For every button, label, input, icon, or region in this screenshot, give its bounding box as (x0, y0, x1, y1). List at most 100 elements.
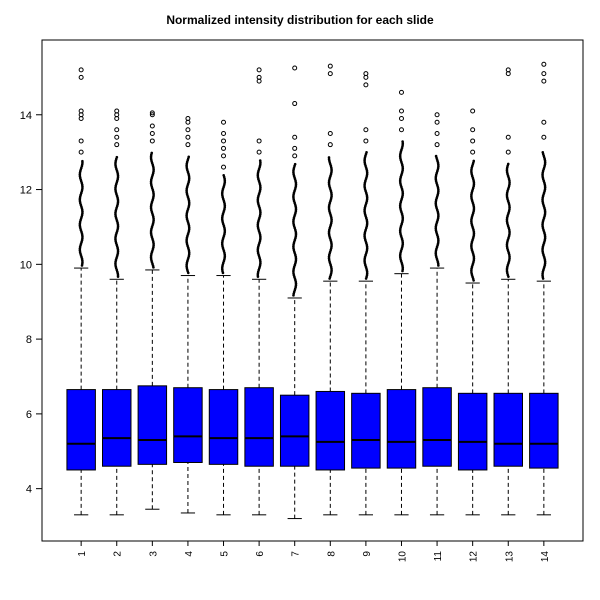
outlier-point (327, 156, 331, 159)
iqr-box (315, 390, 346, 471)
x-tick-label: 13 (504, 551, 515, 563)
outlier-point (434, 112, 440, 118)
x-tick-label: 14 (540, 551, 551, 563)
outlier-point (541, 61, 547, 67)
outlier-point (505, 149, 511, 155)
outlier-point (114, 127, 120, 133)
outlier-point (256, 149, 262, 155)
outlier-point (114, 134, 120, 140)
chart-title: Normalized intensity distribution for ea… (166, 13, 434, 27)
outlier-point (292, 134, 298, 140)
iqr-box (66, 389, 96, 471)
outlier-point (185, 134, 191, 140)
outlier-point (505, 134, 511, 140)
outlier-point (327, 130, 333, 136)
outlier-point (434, 130, 440, 136)
outlier-point (149, 123, 155, 129)
outlier-point (78, 138, 84, 144)
outlier-point (149, 112, 155, 118)
box-group-12: 12 (457, 108, 488, 563)
outlier-point (221, 145, 227, 151)
outlier-point (185, 116, 191, 122)
box-group-8: 8 (315, 63, 346, 557)
outlier-point (114, 108, 120, 114)
outlier-point (221, 138, 227, 144)
outlier-point (256, 67, 262, 73)
iqr-box (137, 385, 168, 465)
outlier-point (292, 153, 298, 159)
y-tick-label: 12 (20, 185, 32, 197)
x-tick-label: 2 (113, 551, 124, 557)
outlier-point (292, 145, 298, 151)
outlier-point (149, 138, 155, 144)
iqr-box (457, 392, 488, 471)
iqr-box (173, 387, 203, 463)
y-tick-label: 6 (26, 409, 32, 421)
outlier-point (221, 164, 227, 170)
outlier-point (365, 151, 368, 154)
outlier-point (541, 151, 545, 154)
outlier-point (434, 154, 438, 158)
outlier-point (434, 119, 440, 125)
x-tick-label: 4 (184, 551, 195, 557)
outlier-point (470, 149, 476, 155)
iqr-box (529, 392, 559, 469)
outlier-point (470, 108, 476, 114)
box-group-9: 9 (351, 71, 381, 557)
outlier-point (293, 162, 297, 166)
outlier-point (221, 153, 227, 159)
box-group-3: 3 (137, 110, 168, 557)
y-tick-label: 10 (20, 259, 32, 271)
y-tick-label: 8 (26, 334, 32, 346)
box-group-6: 6 (244, 67, 274, 557)
iqr-box (386, 389, 417, 469)
iqr-box (422, 387, 452, 467)
outlier-point (363, 138, 369, 144)
outlier-point (434, 142, 440, 148)
x-tick-label: 7 (291, 551, 302, 557)
x-tick-label: 6 (255, 551, 266, 557)
outlier-point (150, 151, 154, 155)
outlier-point (81, 159, 84, 163)
box-group-5: 5 (208, 119, 239, 557)
outlier-point (78, 67, 84, 73)
outlier-point (470, 138, 476, 144)
iqr-box (208, 389, 239, 465)
outlier-point (256, 74, 262, 80)
outlier-point (327, 71, 333, 77)
x-tick-label: 12 (469, 551, 480, 563)
x-tick-label: 5 (220, 551, 231, 557)
outlier-point (292, 65, 298, 71)
x-tick-label: 1 (77, 551, 88, 557)
outlier-point (327, 63, 333, 69)
box-group-10: 10 (386, 89, 417, 562)
y-tick-label: 4 (26, 484, 32, 496)
outlier-point (114, 142, 120, 148)
box-group-13: 13 (493, 67, 523, 563)
outlier-point (256, 138, 262, 144)
outlier-point (401, 140, 404, 143)
outlier-point (363, 127, 369, 133)
outlier-point (221, 119, 227, 125)
outlier-point (363, 71, 369, 77)
outlier-point (258, 159, 262, 162)
outlier-point (115, 155, 119, 159)
iqr-box (351, 392, 381, 469)
outlier-point (292, 101, 298, 107)
outlier-point (398, 127, 404, 133)
x-tick-label: 8 (326, 551, 337, 557)
outlier-point (541, 71, 547, 77)
box-group-4: 4 (173, 116, 203, 557)
y-tick-label: 14 (20, 110, 32, 122)
iqr-box (279, 394, 310, 467)
outlier-point (541, 78, 547, 84)
box-group-11: 11 (422, 112, 452, 561)
outlier-point (327, 142, 333, 148)
x-tick-label: 3 (148, 551, 159, 557)
iqr-box (102, 389, 132, 467)
outlier-point (398, 116, 404, 122)
outlier-point (506, 162, 510, 166)
